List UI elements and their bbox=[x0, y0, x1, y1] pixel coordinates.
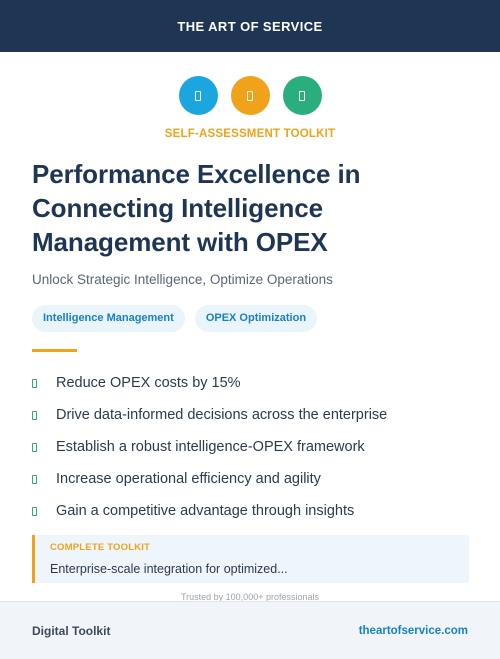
benefit-item: Drive data-informed decisions across the… bbox=[32, 399, 387, 431]
icon-row bbox=[0, 76, 500, 115]
checklist-icon bbox=[282, 76, 322, 115]
check-icon bbox=[32, 378, 37, 388]
toolkit-callout: COMPLETE TOOLKIT Enterprise-scale integr… bbox=[32, 535, 469, 583]
benefit-text: Gain a competitive advantage through ins… bbox=[56, 503, 355, 519]
benefit-text: Drive data-informed decisions across the… bbox=[56, 407, 388, 423]
tag-intelligence-management: Intelligence Management bbox=[32, 305, 185, 332]
callout-label: COMPLETE TOOLKIT bbox=[50, 542, 151, 553]
eyebrow-label: SELF-ASSESSMENT TOOLKIT bbox=[164, 128, 336, 140]
benefit-text: Increase operational efficiency and agil… bbox=[56, 471, 321, 487]
benefit-item: Increase operational efficiency and agil… bbox=[32, 463, 387, 495]
benefit-item: Establish a robust intelligence-OPEX fra… bbox=[32, 431, 387, 463]
trust-line: Trusted by 100,000+ professionals bbox=[180, 592, 319, 602]
benefit-list: Reduce OPEX costs by 15% Drive data-info… bbox=[32, 367, 387, 527]
check-icon bbox=[32, 442, 37, 452]
clipboard-icon bbox=[230, 76, 270, 115]
benefit-item: Reduce OPEX costs by 15% bbox=[32, 367, 387, 399]
check-icon bbox=[32, 506, 37, 516]
tag-list: Intelligence Management OPEX Optimizatio… bbox=[32, 305, 318, 332]
benefit-text: Reduce OPEX costs by 15% bbox=[56, 375, 241, 391]
website-link[interactable]: theartofservice.com bbox=[358, 624, 468, 637]
benefit-text: Establish a robust intelligence-OPEX fra… bbox=[56, 439, 365, 455]
tag-opex-optimization: OPEX Optimization bbox=[194, 305, 318, 332]
benefit-item: Gain a competitive advantage through ins… bbox=[32, 495, 387, 527]
document-icon bbox=[178, 76, 218, 115]
brand-name: THE ART OF SERVICE bbox=[177, 18, 323, 34]
footer-bar: Digital Toolkit theartofservice.com bbox=[0, 601, 500, 659]
check-icon bbox=[32, 474, 37, 484]
callout-text: Enterprise-scale integration for optimiz… bbox=[50, 562, 288, 576]
page-title: Performance Excellence in Connecting Int… bbox=[32, 159, 361, 257]
header-bar: THE ART OF SERVICE bbox=[0, 0, 500, 52]
footer-label: Digital Toolkit bbox=[32, 623, 111, 638]
subtitle: Unlock Strategic Intelligence, Optimize … bbox=[32, 272, 333, 287]
accent-divider bbox=[32, 349, 77, 352]
check-icon bbox=[32, 410, 37, 420]
